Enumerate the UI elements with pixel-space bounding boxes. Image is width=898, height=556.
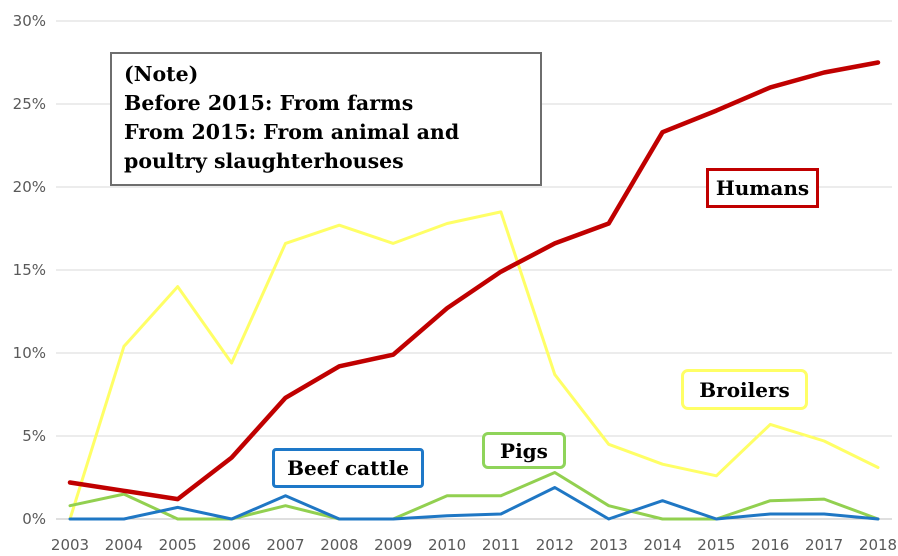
x-axis-ticks: 2003 2004 2005 2006 2007 2008 2009 2010 2011 2012… [51,536,897,554]
x-tick-label: 2008 [320,536,358,554]
y-tick-label: 10% [13,344,46,362]
series-line-humans [67,60,881,502]
series-line-beef-cattle [68,486,880,521]
x-tick-label: 2003 [51,536,89,554]
broilers-label: Broilers [681,369,808,410]
y-tick-label: 5% [22,427,46,445]
x-tick-label: 2014 [643,536,681,554]
note-line-2: Before 2015: From farms [124,91,414,115]
x-tick-label: 2011 [482,536,520,554]
y-tick-label: 30% [13,12,46,30]
beef-cattle-label: Beef cattle [272,448,424,488]
series-line-broilers [68,210,880,521]
y-tick-label: 15% [13,261,46,279]
x-tick-label: 2005 [159,536,197,554]
x-tick-label: 2017 [805,536,843,554]
note-line-1: (Note) [124,62,199,86]
x-tick-label: 2004 [105,536,143,554]
x-tick-label: 2006 [213,536,251,554]
y-tick-label: 25% [13,95,46,113]
series-line-pigs [68,471,880,521]
x-tick-label: 2016 [751,536,789,554]
x-tick-label: 2018 [859,536,897,554]
note-line-4: poultry slaughterhouses [124,149,404,173]
y-tick-label: 0% [22,510,46,528]
x-tick-label: 2015 [697,536,735,554]
y-tick-label: 20% [13,178,46,196]
x-tick-label: 2009 [374,536,412,554]
x-tick-label: 2010 [428,536,466,554]
humans-label: Humans [706,168,819,208]
x-tick-label: 2007 [266,536,304,554]
x-tick-label: 2012 [536,536,574,554]
note-box: (Note) Before 2015: From farms From 2015… [110,52,542,186]
note-line-3: From 2015: From animal and [124,120,460,144]
x-tick-label: 2013 [590,536,628,554]
y-axis-ticks: 0% 5% 10% 15% 20% 25% 30% [13,12,46,528]
pigs-label: Pigs [482,432,566,469]
series-lines [67,60,881,521]
